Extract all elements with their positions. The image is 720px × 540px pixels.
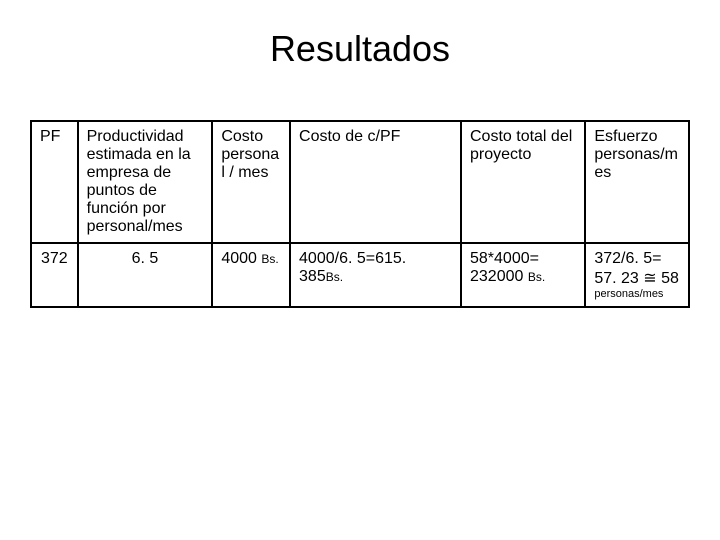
line-esfuerzo-2: 57. 23 ≅ 58 xyxy=(594,268,680,288)
unit-bs: Bs. xyxy=(326,270,343,284)
td-pf: 372 xyxy=(31,243,78,307)
td-costo-personal: 4000 Bs. xyxy=(212,243,290,307)
td-esfuerzo: 372/6. 5= 57. 23 ≅ 58 personas/mes xyxy=(585,243,689,307)
foot-esfuerzo: personas/mes xyxy=(594,288,680,300)
line-costo-total-1: 58*4000= xyxy=(470,250,576,268)
td-costo-pf: 4000/6. 5=615. 385Bs. xyxy=(290,243,461,307)
page-title: Resultados xyxy=(30,28,690,70)
th-esfuerzo: Esfuerzo personas/mes xyxy=(585,121,689,243)
line-esfuerzo-1: 372/6. 5= xyxy=(594,250,680,268)
unit-bs: Bs. xyxy=(528,270,545,284)
unit-bs: Bs. xyxy=(261,252,278,266)
val-costo-personal: 4000 xyxy=(221,250,257,267)
th-costo-total: Costo total del proyecto xyxy=(461,121,585,243)
th-pf: PF xyxy=(31,121,78,243)
th-costo-personal: Costo personal / mes xyxy=(212,121,290,243)
line-costo-total-2: 232000 Bs. xyxy=(470,268,576,286)
th-productividad: Productividad estimada en la empresa de … xyxy=(78,121,213,243)
results-table: PF Productividad estimada en la empresa … xyxy=(30,120,690,308)
td-costo-total: 58*4000= 232000 Bs. xyxy=(461,243,585,307)
table-row: 372 6. 5 4000 Bs. 4000/6. 5=615. 385Bs. … xyxy=(31,243,689,307)
slide: Resultados PF Productividad estimada en … xyxy=(0,0,720,540)
val-costo-total: 232000 xyxy=(470,268,523,285)
table-header-row: PF Productividad estimada en la empresa … xyxy=(31,121,689,243)
val-costo-pf: 4000/6. 5=615. 385 xyxy=(299,250,406,285)
th-costo-pf: Costo de c/PF xyxy=(290,121,461,243)
td-productividad: 6. 5 xyxy=(78,243,213,307)
